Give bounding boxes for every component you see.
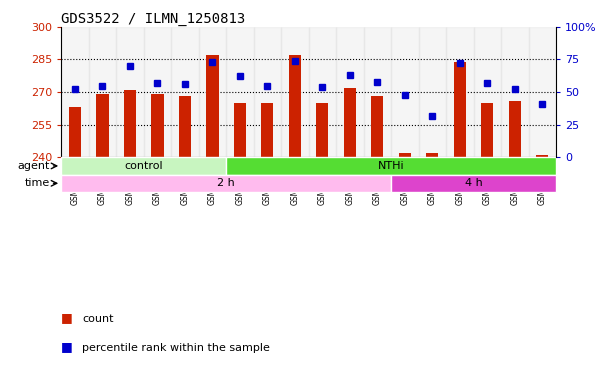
- Text: NTHi: NTHi: [378, 161, 404, 171]
- Bar: [446, 27, 474, 157]
- Text: 4 h: 4 h: [464, 178, 483, 188]
- Bar: [508, 101, 521, 157]
- Bar: [89, 27, 116, 157]
- Text: time: time: [25, 178, 50, 188]
- Bar: [453, 62, 466, 157]
- Bar: [254, 27, 281, 157]
- Text: percentile rank within the sample: percentile rank within the sample: [82, 343, 270, 353]
- Bar: [316, 103, 329, 157]
- Bar: [281, 27, 309, 157]
- Bar: [391, 175, 556, 192]
- Text: 2 h: 2 h: [217, 178, 235, 188]
- Bar: [336, 27, 364, 157]
- Bar: [261, 103, 274, 157]
- Bar: [364, 27, 391, 157]
- Bar: [206, 55, 219, 157]
- Bar: [426, 153, 439, 157]
- Bar: [199, 27, 226, 157]
- Bar: [61, 175, 391, 192]
- Bar: [123, 90, 136, 157]
- Bar: [68, 107, 81, 157]
- Bar: [536, 155, 549, 157]
- Bar: [61, 157, 226, 175]
- Text: control: control: [124, 161, 163, 171]
- Bar: [371, 96, 384, 157]
- Bar: [391, 27, 419, 157]
- Bar: [309, 27, 336, 157]
- Bar: [171, 27, 199, 157]
- Bar: [288, 55, 301, 157]
- Bar: [481, 103, 494, 157]
- Bar: [151, 94, 164, 157]
- Bar: [419, 27, 446, 157]
- Bar: [61, 27, 89, 157]
- Bar: [474, 27, 501, 157]
- Bar: [226, 157, 556, 175]
- Bar: [529, 27, 556, 157]
- Bar: [116, 27, 144, 157]
- Text: GDS3522 / ILMN_1250813: GDS3522 / ILMN_1250813: [61, 12, 246, 26]
- Bar: [343, 88, 356, 157]
- Bar: [144, 27, 171, 157]
- Bar: [501, 27, 529, 157]
- Text: ■: ■: [61, 340, 73, 353]
- Bar: [398, 153, 411, 157]
- Bar: [178, 96, 191, 157]
- Text: agent: agent: [18, 161, 50, 171]
- Bar: [226, 27, 254, 157]
- Bar: [233, 103, 246, 157]
- Text: count: count: [82, 314, 114, 324]
- Bar: [96, 94, 109, 157]
- Text: ■: ■: [61, 311, 73, 324]
